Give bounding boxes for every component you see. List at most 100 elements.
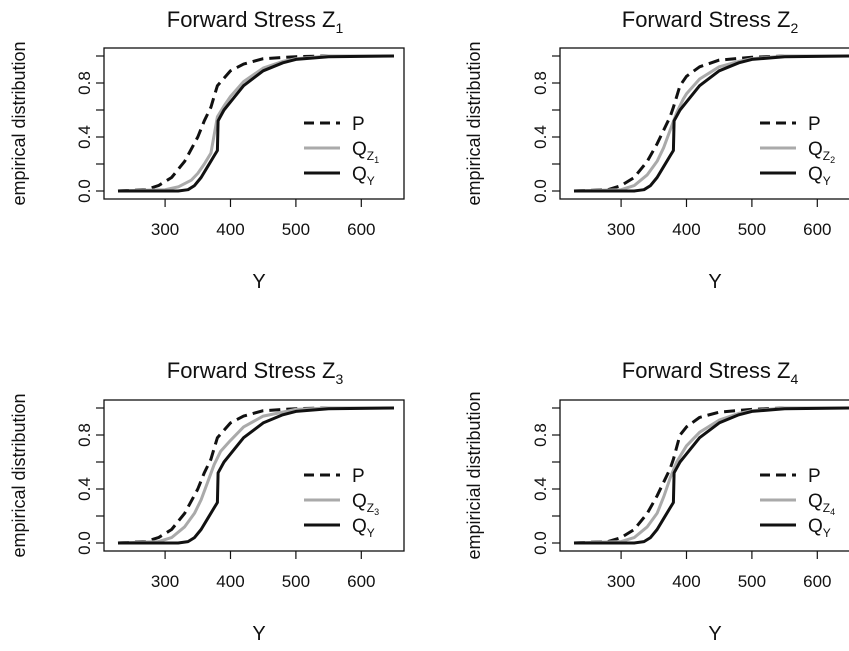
y-tick-label: 0.8 (531, 71, 550, 95)
y-axis-label: empirical distribution (9, 393, 29, 557)
plot-frame (559, 47, 849, 200)
x-tick-label: 600 (347, 220, 375, 239)
y-tick-label: 0.0 (531, 179, 550, 203)
legend-label-text: Q (352, 491, 367, 512)
legend-label: P (352, 114, 365, 135)
legend-label: QY (352, 516, 375, 540)
legend-label-subsubscript: 3 (374, 507, 379, 517)
chart-title-subscript: 3 (335, 371, 343, 387)
legend-label-text: Q (808, 491, 823, 512)
y-tick-label: 0.8 (75, 71, 94, 95)
legend-label: QY (352, 164, 375, 188)
legend-label: QY (808, 164, 831, 188)
series-line-1 (573, 406, 849, 545)
plot-frame (103, 47, 405, 200)
chart-title-text: Forward Stress Z (622, 7, 791, 32)
chart-title-text: Forward Stress Z (167, 358, 336, 383)
chart-title: Forward Stress Z2 (622, 7, 799, 36)
x-tick-label: 500 (282, 572, 310, 591)
legend-label: QZ1 (352, 139, 379, 165)
x-axis-label: Y (252, 623, 265, 645)
legend-label: QZ2 (808, 139, 835, 165)
chart-title: Forward Stress Z3 (167, 358, 344, 387)
series-line-2 (117, 406, 394, 545)
y-tick-label: 0.0 (75, 179, 94, 203)
y-tick-label: 0.4 (75, 477, 94, 501)
x-axis-label: Y (708, 271, 721, 293)
y-tick-label: 0.8 (531, 423, 550, 447)
y-axis-label: empirical distribution (464, 41, 484, 205)
legend-label-subscript: Z (367, 149, 374, 163)
plot-frame (103, 399, 405, 552)
legend-label-subscript: Z (823, 149, 830, 163)
x-tick-label: 300 (151, 220, 179, 239)
legend-label-text: Q (352, 164, 367, 185)
legend-label-subscript: Z (367, 501, 374, 515)
chart-title-text: Forward Stress Z (167, 7, 336, 32)
chart-title-subscript: 4 (790, 371, 798, 387)
legend-label: QZ4 (808, 491, 835, 517)
legend-label-text: P (808, 466, 821, 487)
x-tick-label: 500 (738, 572, 766, 591)
legend-label-text: Q (352, 516, 367, 537)
legend-label: P (808, 466, 821, 487)
x-axis-label: Y (252, 271, 265, 293)
x-tick-label: 400 (672, 220, 700, 239)
legend-label-subscript: Y (823, 174, 831, 188)
x-tick-label: 500 (738, 220, 766, 239)
x-tick-label: 600 (803, 220, 831, 239)
x-tick-label: 500 (282, 220, 310, 239)
legend-label-text: Q (808, 164, 823, 185)
legend-label-subsubscript: 2 (830, 155, 835, 165)
legend-label-subsubscript: 1 (374, 155, 379, 165)
y-axis-label: empiricial distribution (464, 391, 484, 559)
legend-label: P (352, 466, 365, 487)
legend-label-text: P (352, 114, 365, 135)
chart-title: Forward Stress Z4 (622, 358, 799, 387)
y-axis-label: empirical distribution (9, 41, 29, 205)
x-tick-label: 600 (803, 572, 831, 591)
legend-label-text: P (808, 114, 821, 135)
series-line-3 (118, 406, 395, 545)
x-tick-label: 400 (216, 220, 244, 239)
x-tick-label: 300 (607, 572, 635, 591)
legend-label-text: Q (808, 139, 823, 160)
x-tick-label: 400 (216, 572, 244, 591)
chart-title: Forward Stress Z1 (167, 7, 344, 36)
x-tick-label: 300 (151, 572, 179, 591)
y-tick-label: 0.4 (531, 477, 550, 501)
x-tick-label: 300 (607, 220, 635, 239)
y-tick-label: 0.4 (75, 125, 94, 149)
x-tick-label: 600 (347, 572, 375, 591)
chart-title-subscript: 1 (335, 20, 343, 36)
y-tick-label: 0.4 (531, 125, 550, 149)
y-tick-label: 0.0 (531, 531, 550, 555)
y-tick-label: 0.0 (75, 531, 94, 555)
legend-label: P (808, 114, 821, 135)
legend-label: QZ3 (352, 491, 379, 517)
series-line-1 (573, 54, 849, 193)
legend-label-text: P (352, 466, 365, 487)
x-tick-label: 400 (672, 572, 700, 591)
legend-label-subscript: Y (823, 526, 831, 540)
series-line-1 (117, 406, 394, 545)
plot-frame (559, 399, 849, 552)
legend-label-subscript: Y (367, 174, 375, 188)
chart-title-subscript: 2 (790, 20, 798, 36)
series-line-3 (118, 54, 395, 193)
x-axis-label: Y (708, 623, 721, 645)
legend-label-subsubscript: 4 (830, 507, 835, 517)
y-tick-label: 0.8 (75, 423, 94, 447)
series-line-3 (574, 406, 849, 545)
legend-label: QY (808, 516, 831, 540)
chart-title-text: Forward Stress Z (622, 358, 791, 383)
legend-label-text: Q (352, 139, 367, 160)
legend-label-subscript: Z (823, 501, 830, 515)
legend-label-text: Q (808, 516, 823, 537)
series-line-3 (574, 54, 849, 193)
